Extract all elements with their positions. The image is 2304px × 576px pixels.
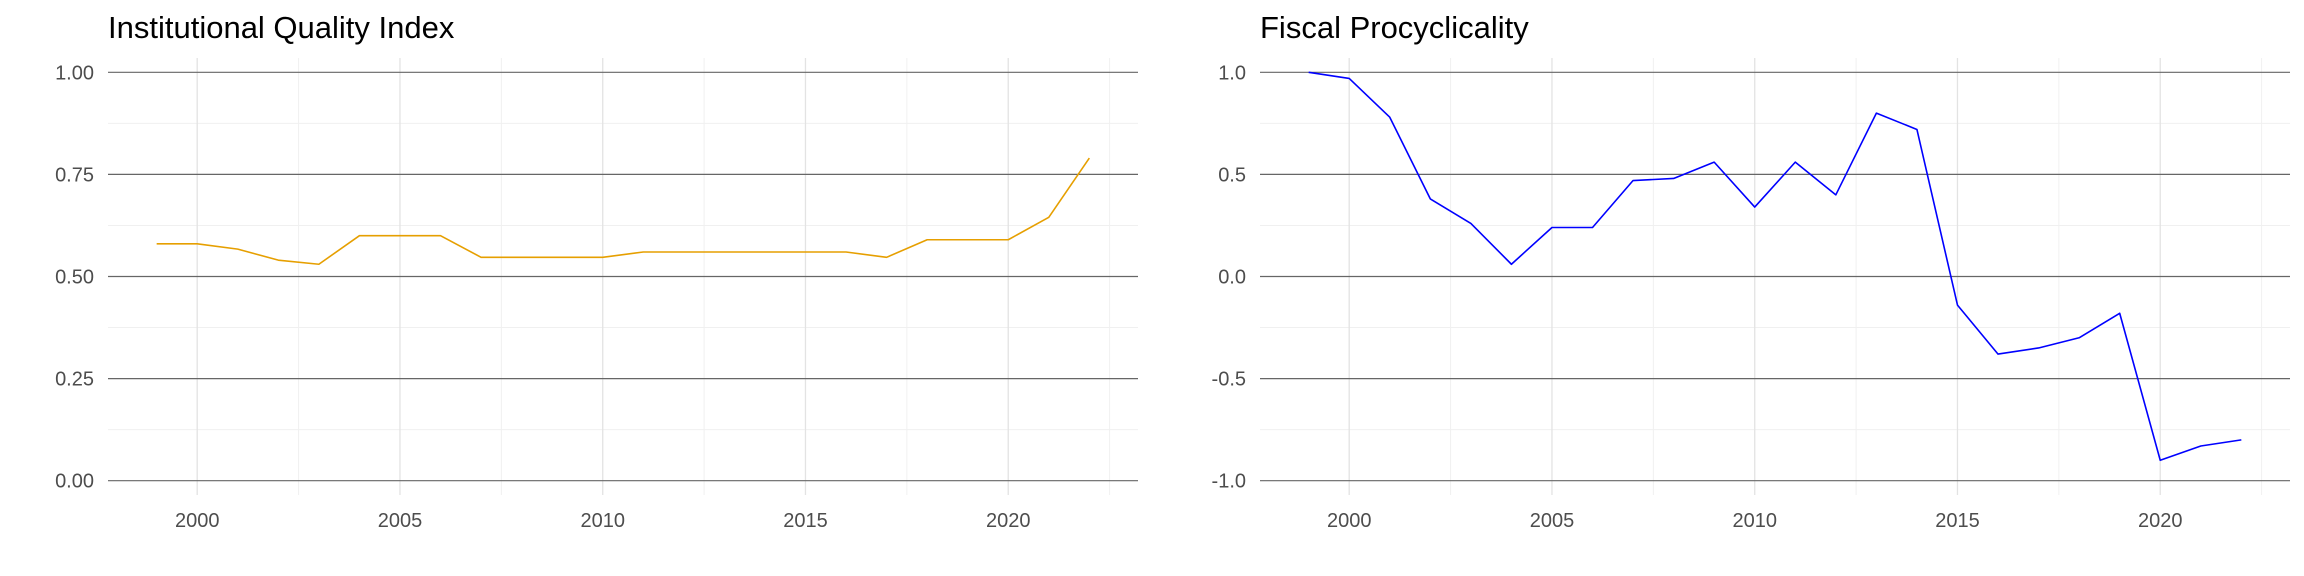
series-line: [1308, 71, 2242, 462]
x-tick-label: 2020: [986, 510, 1031, 532]
x-tick-label: 2010: [1732, 510, 1777, 532]
x-tick-label: 2005: [378, 510, 423, 532]
y-tick-label: 0.0: [1218, 267, 1246, 289]
x-tick-label: 2020: [2138, 510, 2183, 532]
x-tick-label: 2015: [783, 510, 828, 532]
y-tick-label: 0.75: [55, 164, 94, 186]
x-tick-label: 2010: [580, 510, 625, 532]
y-tick-label: 1.0: [1218, 62, 1246, 84]
x-tick-label: 2015: [1935, 510, 1980, 532]
x-tick-label: 2000: [1327, 510, 1372, 532]
chart-title: Institutional Quality Index: [108, 10, 455, 45]
chart-svg: -1.0 -0.5 0.0 0.5 1.0 2000 2005 2010 2015 2020: [1212, 58, 2290, 532]
chart-panel-fiscal-procyclicality: Fiscal Procyclicality -1.0 -0.5 0.0 0.5 1.0 2…: [1152, 0, 2304, 576]
chart-panel-institutional-quality: Institutional Quality Index 0.00 0.25 0.50…: [55, 10, 1138, 532]
x-tick-label: 2000: [175, 510, 220, 532]
y-tick-label: 0.25: [55, 369, 94, 391]
series-line: [156, 157, 1091, 266]
chart-svg: 0.00 0.25 0.50 0.75 1.00 2000 2005 2010 2015 2020: [55, 58, 1138, 532]
y-tick-label: -1.0: [1212, 471, 1246, 493]
chart-title: Fiscal Procyclicality: [1260, 10, 1529, 45]
y-tick-label: 1.00: [55, 62, 94, 84]
y-tick-label: 0.50: [55, 267, 94, 289]
x-tick-label: 2005: [1530, 510, 1575, 532]
y-tick-label: 0.5: [1218, 164, 1246, 186]
y-tick-label: 0.00: [55, 471, 94, 493]
y-tick-label: -0.5: [1212, 369, 1246, 391]
